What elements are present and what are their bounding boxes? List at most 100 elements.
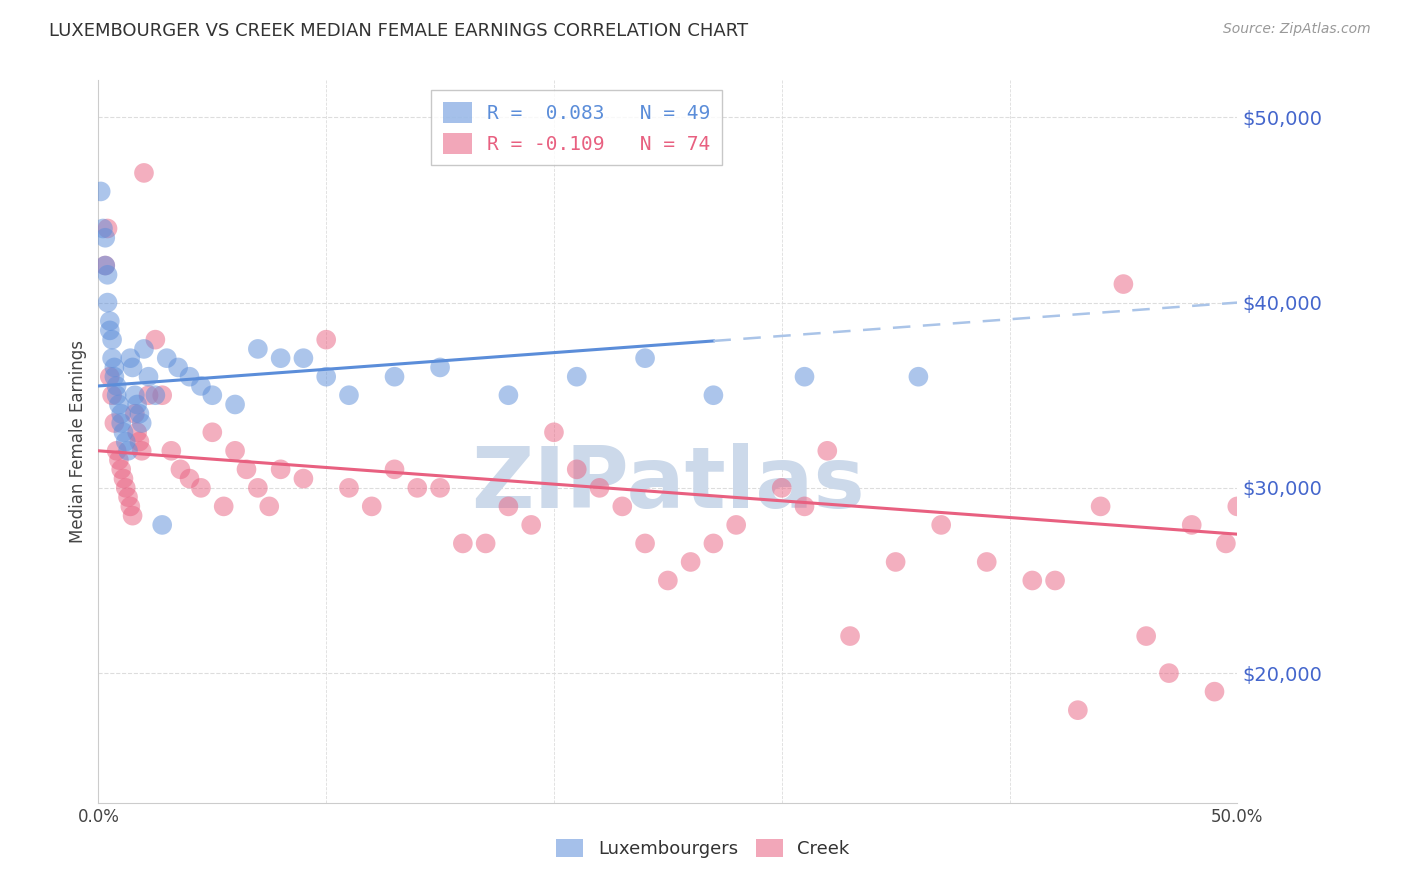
Point	[1181, 517, 1204, 532]
Point	[114, 481, 136, 495]
Point	[315, 369, 337, 384]
Text: LUXEMBOURGER VS CREEK MEDIAN FEMALE EARNINGS CORRELATION CHART: LUXEMBOURGER VS CREEK MEDIAN FEMALE EARN…	[49, 22, 748, 40]
Point	[101, 351, 124, 366]
Point	[1237, 610, 1260, 624]
Point	[169, 462, 191, 476]
Point	[702, 388, 724, 402]
Point	[1090, 500, 1112, 514]
Point	[224, 443, 246, 458]
Point	[235, 462, 257, 476]
Y-axis label: Median Female Earnings: Median Female Earnings	[69, 340, 87, 543]
Point	[406, 481, 429, 495]
Point	[108, 453, 131, 467]
Point	[384, 462, 406, 476]
Point	[132, 166, 155, 180]
Legend: R =  0.083   N = 49, R = -0.109   N = 74: R = 0.083 N = 49, R = -0.109 N = 74	[432, 90, 723, 165]
Point	[451, 536, 474, 550]
Point	[124, 407, 146, 421]
Point	[201, 388, 224, 402]
Point	[114, 434, 136, 449]
Text: ZIPatlas: ZIPatlas	[471, 443, 865, 526]
Point	[1021, 574, 1043, 588]
Point	[1067, 703, 1090, 717]
Point	[657, 574, 679, 588]
Point	[105, 379, 128, 393]
Point	[612, 500, 634, 514]
Point	[179, 369, 201, 384]
Point	[120, 351, 142, 366]
Point	[246, 342, 269, 356]
Point	[498, 388, 520, 402]
Point	[929, 517, 952, 532]
Text: Source: ZipAtlas.com: Source: ZipAtlas.com	[1223, 22, 1371, 37]
Point	[131, 443, 153, 458]
Point	[145, 388, 167, 402]
Point	[1249, 629, 1271, 643]
Point	[160, 443, 183, 458]
Point	[145, 333, 167, 347]
Point	[132, 342, 155, 356]
Point	[1112, 277, 1135, 291]
Point	[384, 369, 406, 384]
Point	[815, 443, 838, 458]
Point	[1215, 536, 1237, 550]
Point	[138, 388, 160, 402]
Point	[702, 536, 724, 550]
Point	[1135, 629, 1157, 643]
Point	[127, 425, 149, 440]
Point	[498, 500, 520, 514]
Point	[474, 536, 496, 550]
Point	[839, 629, 862, 643]
Point	[634, 351, 657, 366]
Point	[1204, 684, 1226, 698]
Point	[259, 500, 281, 514]
Point	[884, 555, 907, 569]
Point	[1271, 500, 1294, 514]
Point	[190, 481, 212, 495]
Point	[270, 351, 292, 366]
Point	[224, 397, 246, 411]
Point	[270, 462, 292, 476]
Point	[725, 517, 748, 532]
Point	[429, 481, 451, 495]
Point	[94, 231, 117, 245]
Point	[101, 333, 124, 347]
Point	[167, 360, 190, 375]
Point	[124, 388, 146, 402]
Point	[588, 481, 610, 495]
Point	[201, 425, 224, 440]
Point	[91, 221, 114, 235]
Point	[1260, 740, 1282, 755]
Point	[96, 295, 118, 310]
Point	[103, 360, 125, 375]
Point	[190, 379, 212, 393]
Point	[907, 369, 929, 384]
Point	[98, 369, 121, 384]
Point	[679, 555, 702, 569]
Point	[246, 481, 269, 495]
Point	[1043, 574, 1066, 588]
Point	[1157, 666, 1180, 681]
Point	[112, 472, 135, 486]
Point	[105, 388, 128, 402]
Point	[117, 490, 139, 504]
Legend: Luxembourgers, Creek: Luxembourgers, Creek	[548, 831, 858, 865]
Point	[565, 462, 588, 476]
Point	[128, 407, 150, 421]
Point	[105, 443, 128, 458]
Point	[429, 360, 451, 375]
Point	[96, 268, 118, 282]
Point	[179, 472, 201, 486]
Point	[565, 369, 588, 384]
Point	[292, 472, 315, 486]
Point	[150, 388, 173, 402]
Point	[94, 259, 117, 273]
Point	[156, 351, 179, 366]
Point	[634, 536, 657, 550]
Point	[520, 517, 543, 532]
Point	[103, 369, 125, 384]
Point	[793, 500, 815, 514]
Point	[120, 500, 142, 514]
Point	[360, 500, 382, 514]
Point	[94, 259, 117, 273]
